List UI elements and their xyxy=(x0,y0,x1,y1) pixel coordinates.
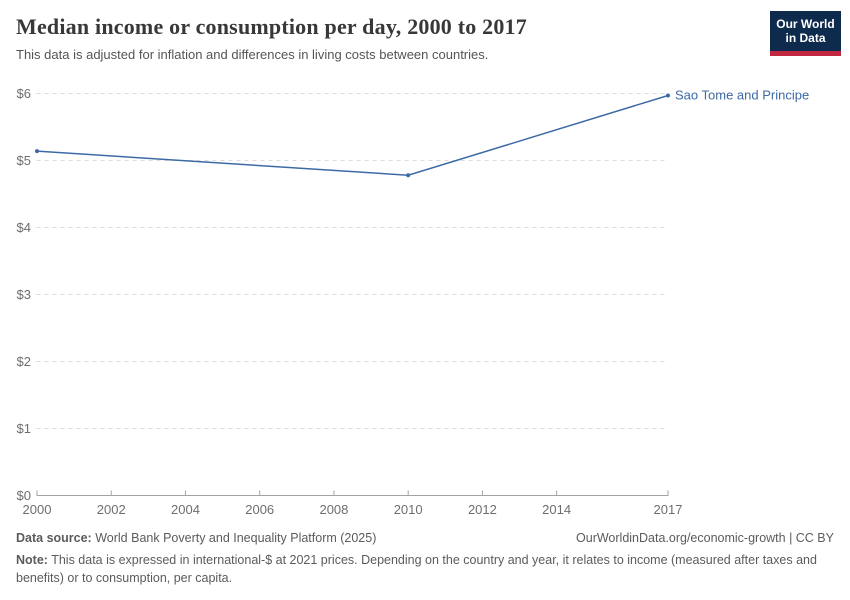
chart-header: Median income or consumption per day, 20… xyxy=(16,11,841,63)
footer-source-row: Data source: World Bank Poverty and Ineq… xyxy=(16,531,834,545)
x-axis-tick-label: 2010 xyxy=(394,502,423,517)
data-source-text: Data source: World Bank Poverty and Ineq… xyxy=(16,531,376,545)
footer-note: Note: This data is expressed in internat… xyxy=(16,551,834,587)
series-label: Sao Tome and Principe xyxy=(675,88,809,103)
owid-logo-red-bar xyxy=(770,51,841,56)
y-axis-tick-label: $2 xyxy=(17,354,31,369)
note-label: Note: xyxy=(16,553,48,567)
y-axis-tick-label: $3 xyxy=(17,287,31,302)
y-axis-tick-label: $6 xyxy=(17,86,31,101)
x-axis-tick-label: 2014 xyxy=(542,502,571,517)
data-line xyxy=(36,94,669,176)
owid-logo-line1: Our World xyxy=(776,17,835,31)
data-source-value: World Bank Poverty and Inequality Platfo… xyxy=(95,531,377,545)
note-text: This data is expressed in international-… xyxy=(16,553,817,586)
y-axis-tick-label: $4 xyxy=(17,220,31,235)
owid-logo-text: Our World in Data xyxy=(770,11,841,51)
chart-title: Median income or consumption per day, 20… xyxy=(16,14,527,39)
data-point xyxy=(666,93,670,98)
owid-logo: Our World in Data xyxy=(770,11,841,56)
chart-footer: Data source: World Bank Poverty and Ineq… xyxy=(16,531,834,587)
x-axis-tick-label: 2017 xyxy=(654,502,683,517)
x-axis-tick-label: 2004 xyxy=(171,502,200,517)
y-axis-tick-label: $1 xyxy=(17,421,31,436)
x-axis-tick-label: 2012 xyxy=(468,502,497,517)
data-point xyxy=(35,149,39,154)
owid-logo-line2: in Data xyxy=(785,31,826,45)
y-axis-tick-label: $0 xyxy=(17,488,31,503)
x-axis-tick-label: 2008 xyxy=(319,502,348,517)
x-axis-tick-label: 2000 xyxy=(23,502,52,517)
owid-link-and-license: OurWorldinData.org/economic-growth | CC … xyxy=(576,531,834,545)
y-axis-tick-label: $5 xyxy=(17,153,31,168)
data-source-label: Data source: xyxy=(16,531,92,545)
chart-subtitle: This data is adjusted for inflation and … xyxy=(16,47,489,63)
x-axis-tick-label: 2002 xyxy=(97,502,126,517)
data-point xyxy=(406,173,411,178)
x-axis-tick-label: 2006 xyxy=(245,502,274,517)
